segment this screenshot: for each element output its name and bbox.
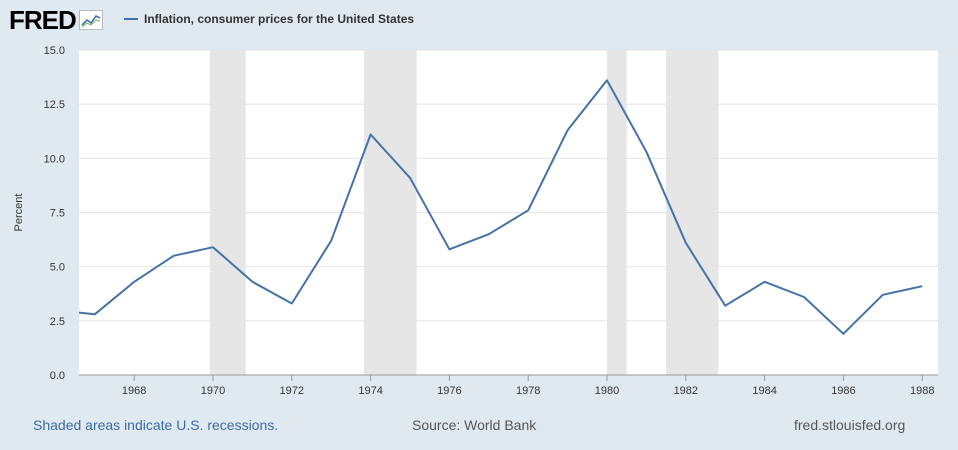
x-tick-label: 1978 — [516, 385, 540, 397]
chart-footer: Shaded areas indicate U.S. recessions. S… — [0, 412, 958, 440]
x-tick-label: 1988 — [910, 385, 934, 397]
chart-legend[interactable]: Inflation, consumer prices for the Unite… — [124, 10, 414, 28]
x-tick-label: 1970 — [201, 385, 225, 397]
series-line[interactable] — [55, 79, 923, 335]
x-tick-label: 1984 — [752, 385, 776, 397]
y-axis-label: Percent — [13, 194, 25, 232]
y-tick-label: 12.5 — [44, 99, 65, 111]
trend-chart-icon — [78, 10, 103, 30]
x-tick-label: 1976 — [437, 385, 461, 397]
site-url[interactable]: fred.stlouisfed.org — [794, 417, 906, 433]
x-tick-label: 1972 — [280, 385, 304, 397]
legend-label: Inflation, consumer prices for the Unite… — [144, 12, 415, 26]
y-tick-label: 10.0 — [44, 153, 65, 165]
y-tick-label: 0.0 — [50, 370, 65, 382]
recession-note-link[interactable]: Shaded areas indicate U.S. recessions. — [33, 417, 279, 433]
y-tick-label: 2.5 — [50, 316, 65, 328]
source-text: Source: World Bank — [412, 417, 537, 433]
x-tick-label: 1968 — [122, 385, 146, 397]
x-tick-label: 1982 — [674, 385, 698, 397]
x-tick-label: 1980 — [595, 385, 619, 397]
x-tick-label: 1974 — [358, 385, 382, 397]
chart-header: FRED Inflation, consumer prices for the … — [0, 0, 958, 40]
y-tick-label: 15.0 — [44, 45, 65, 57]
y-tick-label: 7.5 — [50, 208, 65, 220]
fred-logo-text: FRED — [9, 5, 77, 35]
fred-logo[interactable]: FRED — [9, 6, 103, 34]
line-chart[interactable]: 0.0 2.5 5.0 7.5 10.0 12.5 15.0 1968 1970 1972 1974… — [0, 40, 958, 412]
y-tick-label: 5.0 — [50, 262, 65, 274]
x-tick-label: 1986 — [831, 385, 855, 397]
legend-line-swatch — [124, 18, 138, 20]
